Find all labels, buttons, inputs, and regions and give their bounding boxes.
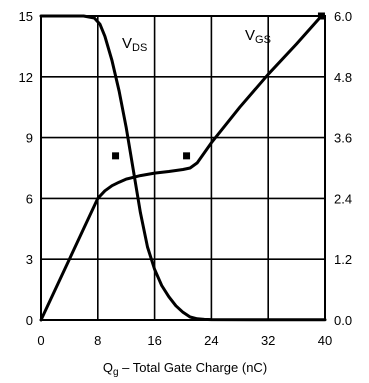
plot-frame [40,15,326,321]
y-left-tick-label: 6 [26,191,33,206]
vds-series-line [39,14,327,322]
x-axis-tick-labels: 0 8 16 24 32 40 [37,333,332,348]
series-lines [39,14,327,322]
x-tick-label: 0 [37,333,44,348]
x-tick-label: 8 [94,333,101,348]
y-left-tick-label: 12 [19,70,33,85]
vgs-series-line [39,14,323,322]
y-right-tick-label: 1.2 [334,252,352,267]
x-tick-label: 40 [318,333,332,348]
data-marker [317,12,325,20]
x-tick-label: 16 [147,333,161,348]
y-right-tick-label: 2.4 [334,191,352,206]
y-right-tick-label: 0.0 [334,313,352,328]
y-right-tick-label: 6.0 [334,9,352,24]
vgs-label-main: V [245,27,255,44]
x-tick-label: 24 [204,333,218,348]
y-left-tick-label: 3 [26,252,33,267]
vgs-label-sub: GS [255,34,271,46]
x-axis-title: Qg – Total Gate Charge (nC) [103,360,267,378]
y-right-tick-label: 4.8 [334,70,352,85]
y-left-tick-label: 15 [19,9,33,24]
y-left-tick-labels: 0 3 6 9 12 15 [19,9,33,328]
x-axis-title-sub: g [113,367,119,378]
y-right-tick-label: 3.6 [334,131,352,146]
x-axis-title-rest: – Total Gate Charge (nC) [119,360,268,375]
vds-label-sub: DS [132,42,147,54]
y-right-tick-labels: 0.0 1.2 2.4 3.6 4.8 6.0 [334,9,352,328]
vds-series-label: VDS [122,35,147,54]
x-tick-label: 32 [261,333,275,348]
y-left-tick-label: 0 [26,313,33,328]
vgs-series-label: VGS [245,27,271,46]
data-marker [112,152,120,160]
x-axis-title-main: Q [103,360,113,375]
data-marker [183,152,191,160]
vds-label-main: V [122,35,132,52]
y-left-tick-label: 9 [26,131,33,146]
data-markers [112,12,325,160]
